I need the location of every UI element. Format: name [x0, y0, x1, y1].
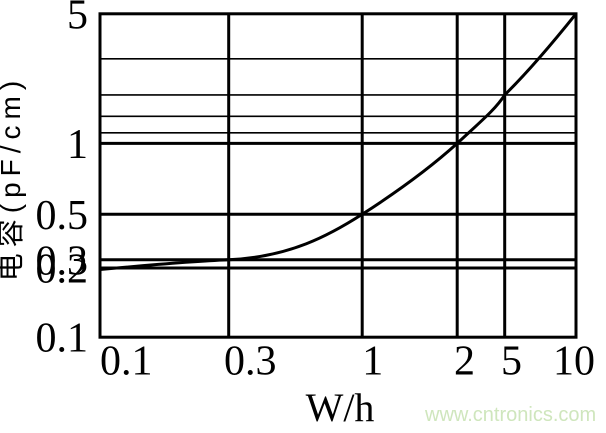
svg-text:2: 2: [454, 339, 475, 385]
svg-text:0.1: 0.1: [36, 316, 89, 362]
svg-text:0.2: 0.2: [36, 247, 89, 293]
svg-text:5: 5: [67, 0, 88, 38]
svg-text:1: 1: [362, 339, 383, 385]
svg-text:www.cntronics.com: www.cntronics.com: [424, 404, 596, 426]
svg-text:10: 10: [553, 339, 595, 385]
svg-text:0.5: 0.5: [36, 193, 89, 239]
svg-text:1: 1: [67, 122, 88, 168]
svg-text:W/h: W/h: [306, 385, 375, 430]
svg-text:电容(pF/cm): 电容(pF/cm): [0, 75, 26, 281]
svg-text:5: 5: [501, 339, 522, 385]
svg-text:0.3: 0.3: [224, 339, 277, 385]
svg-text:0.1: 0.1: [100, 339, 153, 385]
